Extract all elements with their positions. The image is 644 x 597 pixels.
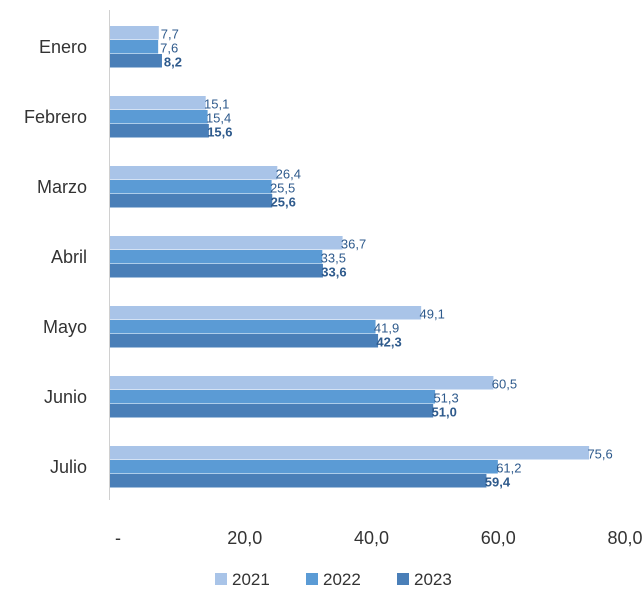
bar-mayo-2021	[110, 306, 422, 320]
category-label-marzo: Marzo	[37, 177, 87, 197]
bar-julio-2021	[110, 446, 590, 460]
bar-enero-2022	[110, 40, 159, 54]
legend-label-2021: 2021	[232, 570, 270, 589]
x-tick-label: 20,0	[227, 528, 262, 548]
data-label-abril-2021: 36,7	[341, 237, 366, 252]
legend-swatch-2022	[306, 573, 318, 585]
data-label-julio-2022: 61,2	[496, 461, 521, 476]
x-tick-labels-group: - 20,0 40,0 60,0 80,0	[115, 528, 643, 548]
data-label-junio-2023: 51,0	[432, 405, 457, 420]
bars-group	[110, 26, 590, 488]
bar-abril-2023	[110, 264, 323, 278]
category-labels-group: Enero Febrero Marzo Abril Mayo Junio Julio	[24, 37, 87, 477]
data-label-febrero-2021: 15,1	[204, 97, 229, 112]
data-label-mayo-2021: 49,1	[420, 307, 445, 322]
category-label-junio: Junio	[44, 387, 87, 407]
bar-febrero-2021	[110, 96, 206, 110]
bar-marzo-2021	[110, 166, 278, 180]
data-label-enero-2021: 7,7	[161, 27, 179, 42]
data-label-marzo-2022: 25,5	[270, 181, 295, 196]
category-label-mayo: Mayo	[43, 317, 87, 337]
data-label-abril-2022: 33,5	[321, 251, 346, 266]
category-label-febrero: Febrero	[24, 107, 87, 127]
bar-enero-2021	[110, 26, 159, 40]
category-label-enero: Enero	[39, 37, 87, 57]
bar-junio-2023	[110, 404, 434, 418]
data-label-abril-2023: 33,6	[321, 265, 346, 280]
data-label-febrero-2023: 15,6	[207, 125, 232, 140]
data-label-enero-2023: 8,2	[164, 55, 182, 70]
x-tick-label: -	[115, 528, 121, 548]
data-label-febrero-2022: 15,4	[206, 111, 231, 126]
data-labels-group: 7,77,68,215,115,415,626,425,525,636,733,…	[160, 27, 613, 490]
legend-label-2023: 2023	[414, 570, 452, 589]
legend-swatch-2023	[397, 573, 409, 585]
category-label-abril: Abril	[51, 247, 87, 267]
bar-julio-2023	[110, 474, 487, 488]
data-label-marzo-2023: 25,6	[271, 195, 296, 210]
bar-abril-2022	[110, 250, 323, 264]
bar-febrero-2022	[110, 110, 208, 124]
data-label-enero-2022: 7,6	[160, 41, 178, 56]
data-label-mayo-2022: 41,9	[374, 321, 399, 336]
legend-swatch-2021	[215, 573, 227, 585]
data-label-mayo-2023: 42,3	[376, 335, 401, 350]
bar-mayo-2023	[110, 334, 379, 348]
x-tick-label: 80,0	[607, 528, 642, 548]
legend-label-2022: 2022	[323, 570, 361, 589]
data-label-julio-2021: 75,6	[587, 447, 612, 462]
bar-junio-2022	[110, 390, 436, 404]
bar-marzo-2022	[110, 180, 272, 194]
x-tick-label: 40,0	[354, 528, 389, 548]
bar-abril-2021	[110, 236, 343, 250]
legend: 2021 2022 2023	[215, 570, 452, 589]
bar-julio-2022	[110, 460, 498, 474]
bar-mayo-2022	[110, 320, 376, 334]
data-label-julio-2023: 59,4	[485, 475, 511, 490]
data-label-marzo-2021: 26,4	[276, 167, 301, 182]
data-label-junio-2022: 51,3	[433, 391, 458, 406]
x-tick-label: 60,0	[481, 528, 516, 548]
bar-marzo-2023	[110, 194, 273, 208]
data-label-junio-2021: 60,5	[492, 377, 517, 392]
bar-junio-2021	[110, 376, 494, 390]
bar-febrero-2023	[110, 124, 209, 138]
bar-enero-2023	[110, 54, 162, 68]
category-label-julio: Julio	[50, 457, 87, 477]
